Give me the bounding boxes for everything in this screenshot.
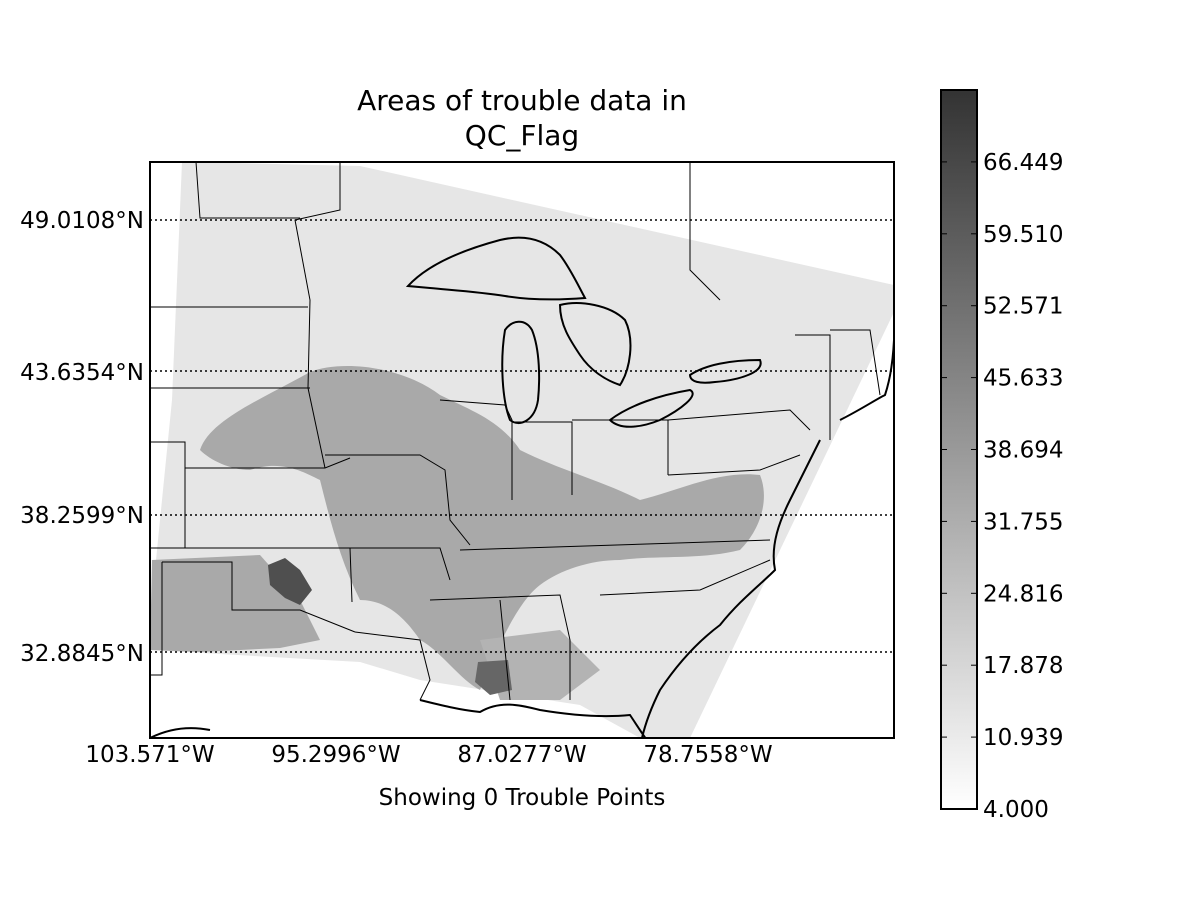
trouble-region-central <box>200 365 764 690</box>
colorbar-tick-label: 66.449 <box>983 150 1063 176</box>
colorbar-tick-label: 45.633 <box>983 366 1063 392</box>
map-frame <box>149 161 895 739</box>
trouble-patch-dark-2 <box>475 660 512 695</box>
colorbar-tick-label: 24.816 <box>983 581 1063 607</box>
lon-label: 95.2996°W <box>271 742 400 768</box>
lat-label: 43.6354°N <box>20 360 144 386</box>
colorbar-tick-label: 59.510 <box>983 222 1063 248</box>
title-line-1: Areas of trouble data in <box>357 84 687 117</box>
state-boundaries <box>150 162 881 701</box>
colorbar-tick-label: 17.878 <box>983 653 1063 679</box>
colorbar-tick-label: 10.939 <box>983 725 1063 751</box>
colorbar-tick-label: 31.755 <box>983 509 1063 535</box>
data-swath <box>150 162 894 738</box>
colorbar-tick-label: 52.571 <box>983 294 1063 320</box>
lat-label: 49.0108°N <box>20 208 144 234</box>
colorbar-tick-label: 38.694 <box>983 438 1063 464</box>
lon-label: 78.7558°W <box>643 742 772 768</box>
lon-label: 87.0277°W <box>457 742 586 768</box>
colorbar-tick-label: 4.000 <box>983 797 1049 823</box>
trouble-patch-dark-1 <box>268 558 312 605</box>
colorbar: 4.000 10.939 17.878 24.816 31.755 38.694 45.63… <box>940 89 1063 823</box>
map-canvas <box>150 162 894 738</box>
title-line-2: QC_Flag <box>465 119 579 152</box>
lat-label: 32.8845°N <box>20 641 144 667</box>
lon-label: 103.571°W <box>85 742 214 768</box>
lat-label: 38.2599°N <box>20 503 144 529</box>
coastlines <box>150 236 894 738</box>
colorbar-ticks: 4.000 10.939 17.878 24.816 31.755 38.694 45.63… <box>941 150 1063 823</box>
latitude-gridlines <box>150 219 894 653</box>
x-axis-label: Showing 0 Trouble Points <box>379 785 666 811</box>
